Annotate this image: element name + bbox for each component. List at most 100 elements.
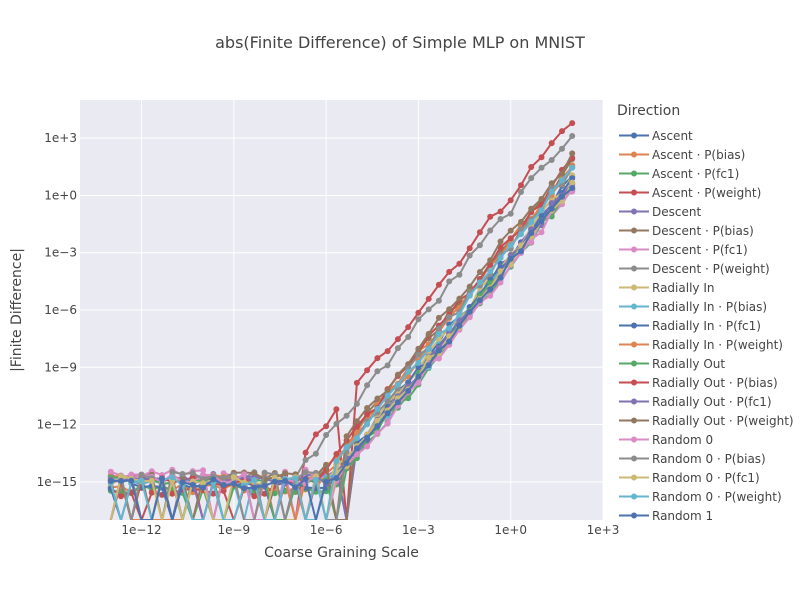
data-point	[559, 193, 565, 200]
legend-item[interactable]: Radially Out	[612, 354, 794, 373]
data-point	[466, 292, 473, 299]
data-point	[538, 212, 545, 219]
data-point	[261, 482, 268, 489]
data-point	[353, 451, 360, 458]
legend-item[interactable]: Ascent · P(bias)	[612, 145, 794, 164]
data-point	[210, 476, 217, 483]
data-point	[415, 316, 422, 323]
data-point	[497, 274, 504, 281]
legend-swatch-icon	[619, 208, 649, 215]
data-point	[497, 238, 504, 245]
data-point	[446, 325, 453, 332]
data-point	[374, 395, 381, 402]
legend-item[interactable]: Descent · P(weight)	[612, 259, 794, 278]
legend-label: Radially In · P(bias)	[652, 299, 768, 314]
chart-title: abs(Finite Difference) of Simple MLP on …	[215, 33, 585, 52]
legend-item[interactable]: Descent · P(fc1)	[612, 240, 794, 259]
legend-item[interactable]: Random 0 · P(fc1)	[612, 468, 794, 487]
data-point	[251, 470, 258, 477]
legend-item[interactable]: Random 0 · P(weight)	[612, 487, 794, 506]
legend-label: Random 0 · P(fc1)	[652, 470, 760, 485]
data-point	[394, 371, 401, 378]
x-axis-label: Coarse Graining Scale	[264, 545, 419, 561]
data-point	[220, 482, 227, 488]
data-point	[128, 471, 135, 478]
series-group	[107, 120, 576, 520]
legend-swatch-icon	[619, 455, 649, 462]
x-tick-label: 1e−12	[121, 523, 161, 537]
data-point	[179, 471, 186, 477]
data-point	[394, 399, 401, 406]
legend-item[interactable]: Radially In · P(bias)	[612, 297, 794, 316]
legend-item[interactable]: Radially In · P(fc1)	[612, 316, 794, 335]
legend-item[interactable]: Ascent	[612, 126, 794, 145]
data-point	[374, 423, 381, 430]
data-point	[507, 210, 514, 217]
legend-item[interactable]: Random 0	[612, 430, 794, 449]
legend-item[interactable]: Random 0 · P(bias)	[612, 449, 794, 468]
data-point	[518, 226, 524, 233]
data-point	[415, 364, 422, 371]
data-point	[569, 179, 576, 186]
data-point	[364, 421, 371, 428]
data-point	[364, 411, 371, 418]
legend-item[interactable]: Random 1	[612, 506, 794, 525]
legend-label: Radially In · P(weight)	[652, 337, 783, 352]
data-point	[446, 306, 453, 313]
data-point	[107, 468, 114, 475]
data-point	[538, 195, 545, 202]
legend-item[interactable]: Descent · P(bias)	[612, 221, 794, 240]
data-point	[425, 295, 432, 302]
data-point	[538, 229, 545, 236]
legend-item[interactable]: Radially Out · P(bias)	[612, 373, 794, 392]
data-point	[507, 255, 514, 262]
data-point	[456, 317, 463, 324]
legend-swatch-icon	[619, 398, 649, 405]
data-point	[435, 355, 442, 362]
data-point	[425, 306, 432, 313]
data-point	[241, 485, 248, 492]
data-point	[394, 336, 401, 343]
legend-label: Radially Out · P(weight)	[652, 413, 794, 428]
data-point	[476, 269, 483, 275]
data-point	[497, 268, 504, 275]
data-point	[251, 477, 258, 483]
data-point	[384, 348, 391, 355]
data-point	[343, 433, 350, 440]
data-point	[487, 292, 494, 299]
legend-label: Descent · P(bias)	[652, 223, 754, 238]
data-point	[528, 164, 535, 170]
legend-swatch-icon	[619, 265, 649, 272]
legend-item[interactable]: Ascent · P(fc1)	[612, 164, 794, 183]
data-point	[200, 484, 207, 491]
data-point	[374, 406, 381, 412]
legend-swatch-icon	[619, 417, 649, 424]
data-point	[456, 311, 463, 318]
data-point	[241, 471, 248, 478]
y-axis-label: |Finite Difference|	[9, 248, 25, 372]
legend-item[interactable]: Descent	[612, 202, 794, 221]
data-point	[220, 474, 227, 481]
data-point	[384, 398, 391, 405]
legend-label: Descent · P(weight)	[652, 261, 770, 276]
data-point	[138, 471, 145, 478]
data-point	[312, 476, 319, 483]
legend-item[interactable]: Radially In · P(weight)	[612, 335, 794, 354]
data-point	[292, 475, 299, 482]
data-point	[138, 477, 145, 484]
legend-swatch-icon	[619, 227, 649, 234]
legend-item[interactable]: Radially Out · P(fc1)	[612, 392, 794, 411]
legend-swatch-icon	[619, 189, 649, 196]
data-point	[302, 449, 309, 456]
legend-item[interactable]: Radially Out · P(weight)	[612, 411, 794, 430]
data-point	[569, 133, 576, 139]
data-point	[220, 487, 227, 494]
data-point	[415, 373, 422, 380]
data-point	[456, 271, 463, 278]
data-point	[435, 331, 442, 337]
data-point	[497, 216, 504, 222]
legend-item[interactable]: Radially In	[612, 278, 794, 297]
data-point	[518, 248, 524, 255]
data-point	[107, 478, 114, 484]
legend-item[interactable]: Ascent · P(weight)	[612, 183, 794, 202]
